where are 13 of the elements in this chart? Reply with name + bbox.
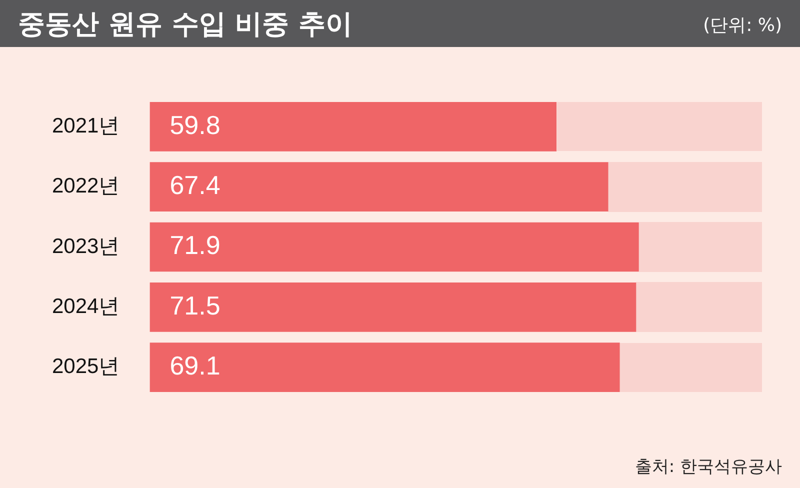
- y-tick-label: 2021년: [52, 114, 120, 138]
- data-label: 69.1: [170, 350, 220, 380]
- data-label: 71.5: [170, 290, 220, 320]
- y-tick-label: 2023년: [52, 234, 120, 258]
- y-tick-label: 2024년: [52, 294, 120, 318]
- chart-title: 중동산 원유 수입 비중 추이: [18, 8, 353, 42]
- source-note: 출처: 한국석유공사: [634, 456, 782, 478]
- text: (단위: %): [703, 14, 782, 37]
- y-tick-label: 2025년: [52, 355, 120, 378]
- data-label: 71.9: [170, 230, 220, 260]
- y-tick-label: 2022년: [52, 174, 120, 198]
- data-label: 67.4: [170, 170, 220, 200]
- data-label: 59.8: [170, 110, 220, 140]
